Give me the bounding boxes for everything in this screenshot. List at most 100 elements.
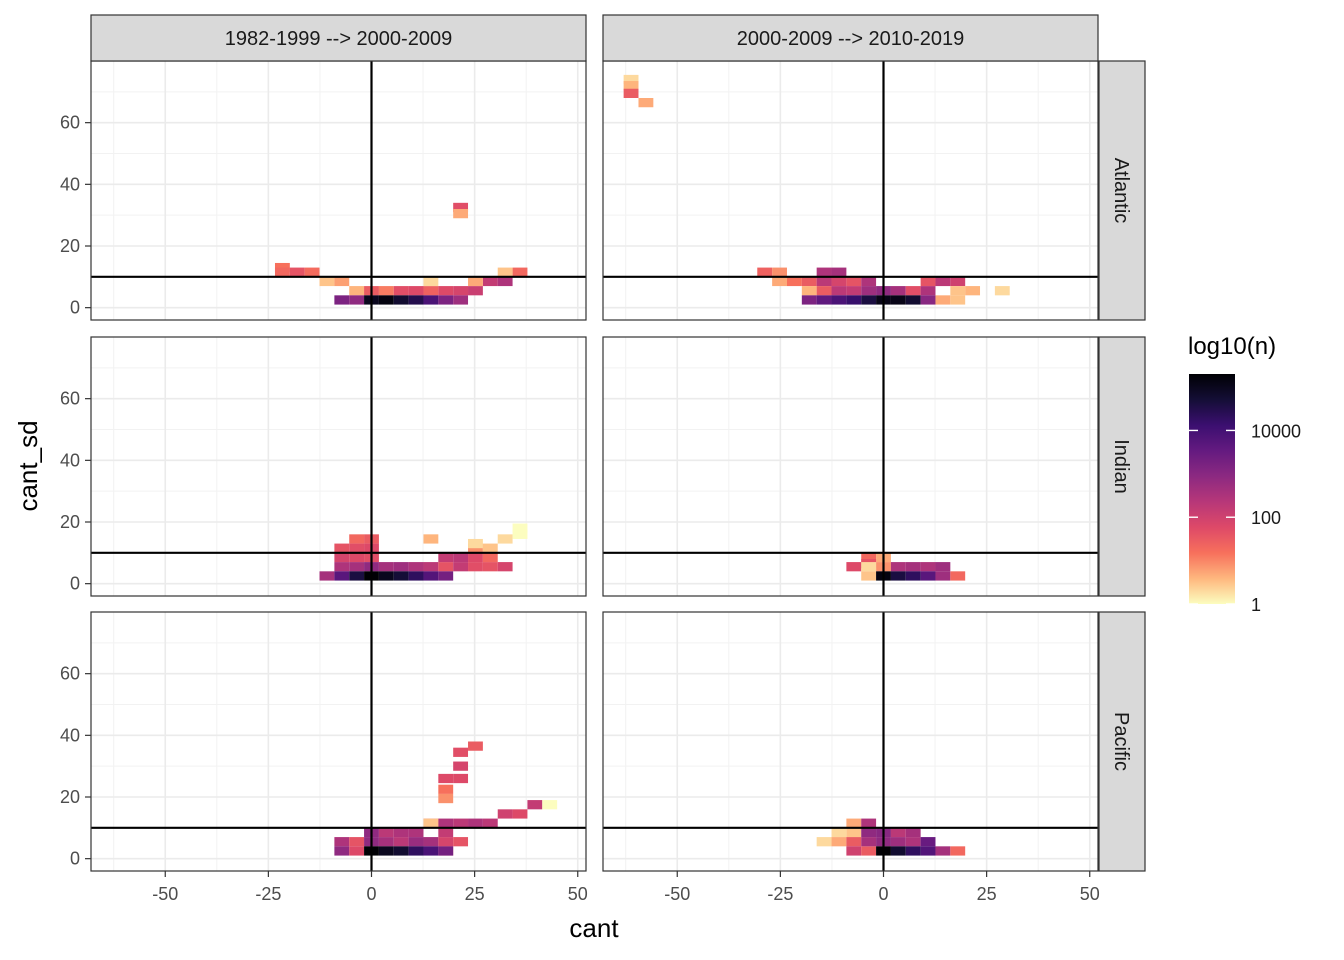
heatmap-cell [890,846,906,856]
heatmap-cell [482,552,498,563]
heatmap-cell [408,295,424,305]
heatmap-cell [497,276,513,287]
heatmap-cell [950,846,966,856]
y-axis-title: cant_sd [13,420,43,511]
heatmap-cell [920,286,936,296]
heatmap-cell [453,747,469,757]
strip-label: 1982-1999 --> 2000-2009 [225,28,452,50]
heatmap-cell [349,571,365,581]
strip-label: 2000-2009 --> 2010-2019 [737,28,964,50]
heatmap-cell [453,773,469,784]
heatmap-cell [905,827,921,838]
panel-border [90,611,587,872]
y-tick-label: 20 [60,787,80,807]
heatmap-cell [468,538,483,549]
heatmap-cell [831,837,847,847]
heatmap-cell [861,552,877,563]
heatmap-cell [497,809,513,819]
heatmap-cell [905,295,921,305]
row-strip-atlantic: Atlantic [1098,60,1146,321]
strip-background [602,14,1099,62]
panel-indian-1 [90,336,587,597]
heatmap-cell [846,837,862,847]
panel-atlantic-2 [602,60,1099,321]
heatmap-cell [349,286,365,296]
heatmap-cell [935,562,951,572]
heatmap-cell [438,773,454,784]
heatmap-cell [861,827,877,838]
panel-pacific-2 [602,611,1099,872]
heatmap-cell [453,202,469,213]
heatmap-cell [905,837,921,847]
heatmap-cell [512,267,528,277]
heatmap-cell [920,571,936,581]
heatmap-cell [378,837,394,847]
heatmap-cell [816,267,832,277]
heatmap-cell [334,562,350,572]
heatmap-cell [816,837,832,847]
heatmap-cell [378,286,394,296]
heatmap-cell [816,295,832,305]
x-tick-label: -50 [664,884,690,904]
heatmap-cell [408,827,424,838]
legend-colorbar [1189,374,1235,604]
heatmap-cell [816,286,832,296]
heatmap-cell [334,552,350,563]
heatmap-cell [623,88,639,98]
facet-strips: 1982-1999 --> 2000-2009 2000-2009 --> 201… [90,14,1146,872]
heatmap-cell [512,523,528,533]
heatmap-cell [393,571,409,581]
heatmap-cell [801,276,817,287]
heatmap-cell [890,837,906,847]
heatmap-cell [890,562,906,572]
heatmap-cell [994,286,1010,296]
heatmap-cell [468,741,483,751]
heatmap-cell [468,562,483,572]
y-tick-label: 40 [60,450,80,470]
heatmap-cell [349,552,365,563]
heatmap-cell [453,837,469,847]
heatmap-cell [453,761,469,771]
panel-pacific-1 [90,611,587,872]
column-strip-2: 2000-2009 --> 2010-2019 [602,14,1099,62]
heatmap-cell [423,286,439,296]
heatmap-cell [468,552,483,563]
heatmap-cell [816,276,832,287]
x-tick-label: -50 [152,884,178,904]
heatmap-cell [393,837,409,847]
heatmap-cell [408,562,424,572]
heatmap-cell [497,562,513,572]
heatmap-cell [861,295,877,305]
heatmap-cell [861,846,877,856]
heatmap-cell [468,818,483,828]
heatmap-cell [905,286,921,296]
heatmap-cell [846,818,862,828]
heatmap-cell [423,846,439,856]
heatmap-cell [393,827,409,838]
strip-background [90,14,587,62]
y-tick-label: 60 [60,664,80,684]
heatmap-cell [378,571,394,581]
heatmap-cell [482,562,498,572]
heatmap-cell [831,827,847,838]
y-tick-label: 20 [60,512,80,532]
heatmap-cell [334,295,350,305]
heatmap-cell [453,295,469,305]
heatmap-cell [786,276,802,287]
heatmap-cell [482,543,498,553]
heatmap-cell [423,534,439,544]
heatmap-cell [965,286,981,296]
heatmap-cell [408,837,424,847]
heatmap-cell [482,276,498,287]
facet-panels [90,60,1099,872]
heatmap-cell [349,295,365,305]
heatmap-cell [408,571,424,581]
heatmap-cell [423,562,439,572]
panel-atlantic-1 [90,60,587,321]
heatmap-cell [890,571,906,581]
heatmap-cell [861,562,877,572]
heatmap-cell [334,837,350,847]
heatmap-cell [438,295,454,305]
heatmap-cell [890,286,906,296]
heatmap-cell [438,562,454,572]
